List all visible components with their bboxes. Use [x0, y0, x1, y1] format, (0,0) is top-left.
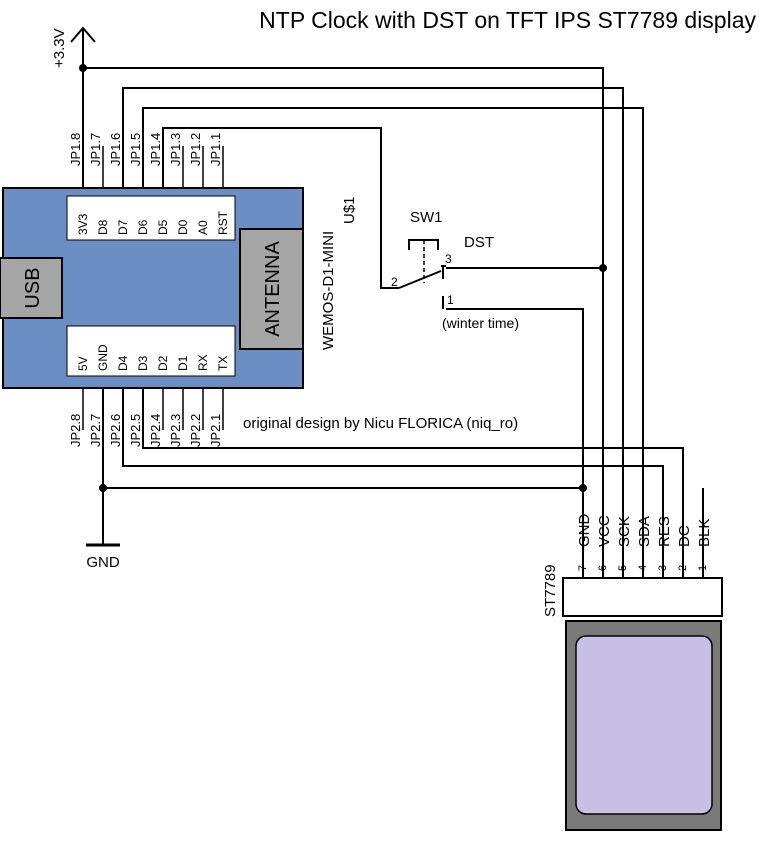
bottom-pin-name: RX: [196, 354, 210, 371]
display-pin-name: RES: [656, 516, 673, 547]
top-pin-name: D0: [176, 219, 190, 235]
st7789-display: 7 GND 6 VCC 5 SCK 4 SDA 3 RES 2 DC 1 BLK ST7789: [542, 514, 723, 831]
top-pin-name: RST: [216, 210, 230, 235]
usb-label: USB: [22, 267, 44, 308]
bottom-jumper-label: JP2.2: [188, 414, 203, 447]
switch-function: DST: [464, 234, 494, 251]
display-header: [562, 577, 723, 617]
net-sck: [122, 87, 624, 585]
top-jumper-label: JP1.5: [128, 133, 143, 166]
display-pin-name: DC: [676, 525, 693, 547]
vcc-net: [79, 64, 604, 585]
display-pin-number: 6: [597, 565, 609, 571]
top-pin-label-box: [66, 195, 236, 241]
switch-sw1: SW1 DST 2 3 1 (winter time): [391, 209, 519, 331]
switch-ref: SW1: [410, 209, 443, 226]
credit-text: original design by Nicu FLORICA (niq_ro): [243, 415, 518, 432]
top-pin-stubs: JP1.8 JP1.7 JP1.6 JP1.5 JP1.4 JP1.3 JP1.2 JP1.1: [68, 133, 224, 188]
top-jumper-label: JP1.4: [148, 133, 163, 166]
top-pin-name: D6: [136, 219, 150, 235]
display-pin-number: 3: [657, 565, 669, 571]
bottom-pin-label-box: [66, 325, 236, 377]
top-jumper-label: JP1.8: [68, 133, 83, 166]
top-pin-name: D5: [156, 219, 170, 235]
bottom-pin-name: D2: [156, 355, 170, 371]
display-pin-number: 2: [677, 565, 689, 571]
bottom-pin-name: D1: [176, 355, 190, 371]
top-pin-names: 3V3 D8 D7 D6 D5 D0 A0 RST: [76, 210, 230, 235]
top-pin-name: D8: [96, 219, 110, 235]
supply-label: +3.3V: [51, 28, 68, 68]
top-jumper-label: JP1.6: [108, 133, 123, 166]
ground-label: GND: [86, 554, 120, 571]
bottom-pin-names: 5V GND D4 D3 D2 D1 RX TX: [76, 344, 230, 371]
bottom-jumper-label: JP2.4: [148, 414, 163, 447]
bottom-jumper-label: JP2.1: [208, 414, 223, 447]
top-pin-name: D7: [116, 219, 130, 235]
usb-connector: [0, 257, 63, 319]
top-jumper-label: JP1.7: [88, 133, 103, 166]
switch-pin-common: 2: [391, 275, 398, 289]
bottom-pin-name: 5V: [76, 356, 90, 371]
display-pin-name: SCK: [616, 516, 633, 547]
display-pin-number: 1: [697, 565, 709, 571]
top-pin-name: 3V3: [76, 213, 90, 235]
display-pin-name: SDA: [636, 516, 653, 547]
bottom-pin-name: GND: [96, 344, 110, 371]
top-jumper-label: JP1.3: [168, 133, 183, 166]
bottom-jumper-label: JP2.8: [68, 414, 83, 447]
bottom-jumper-label: JP2.7: [88, 414, 103, 447]
bottom-pin-stubs: JP2.8 JP2.7 JP2.6 JP2.5 JP2.4 JP2.3 JP2.2 JP2.1: [68, 388, 224, 447]
bottom-pin-name: TX: [216, 356, 230, 371]
bottom-jumper-label: JP2.3: [168, 414, 183, 447]
display-screen: [575, 635, 713, 815]
display-pin-number: 7: [577, 565, 589, 571]
module-ref: U$1: [341, 196, 358, 224]
bottom-pin-name: D4: [116, 355, 130, 371]
winter-time-label: (winter time): [442, 315, 519, 331]
wemos-d1-mini-module: USB ANTENNA WEMOS-D1-MINI U$1: [0, 187, 358, 389]
bottom-pin-name: D3: [136, 355, 150, 371]
display-pin-number: 5: [617, 565, 629, 571]
top-pin-name: A0: [196, 220, 210, 235]
bottom-jumper-label: JP2.5: [128, 414, 143, 447]
antenna-label: ANTENNA: [262, 241, 284, 337]
bottom-jumper-label: JP2.6: [108, 414, 123, 447]
display-pin-number: 4: [637, 565, 649, 571]
display-name: ST7789: [542, 564, 559, 617]
switch-pin-dst: 3: [445, 252, 452, 266]
display-pin-name: GND: [576, 514, 593, 548]
switch-pin-winter: 1: [447, 293, 454, 307]
switch-nets: [446, 264, 607, 492]
top-jumper-label: JP1.1: [208, 133, 223, 166]
module-name: WEMOS-D1-MINI: [320, 231, 337, 350]
display-pin-name: BLK: [696, 519, 713, 547]
diagram-title: NTP Clock with DST on TFT IPS ST7789 dis…: [259, 7, 756, 33]
top-jumper-label: JP1.2: [188, 133, 203, 166]
display-pin-name: VCC: [596, 515, 613, 547]
antenna-block: [239, 228, 304, 350]
